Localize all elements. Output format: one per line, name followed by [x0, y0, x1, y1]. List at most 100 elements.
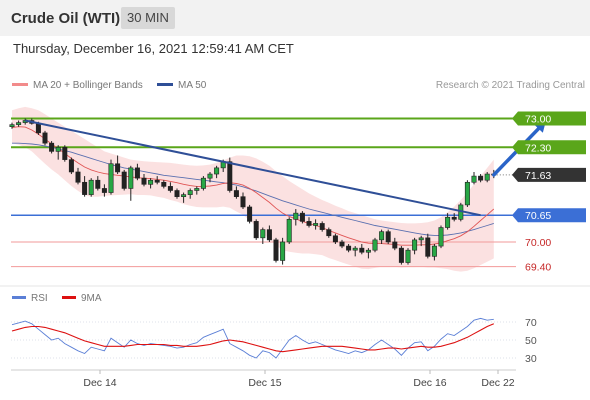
- candle-body: [326, 229, 332, 237]
- price-label-73.00: 73.00: [525, 113, 551, 125]
- candle-body: [332, 235, 338, 243]
- price-label-72.30: 72.30: [525, 142, 551, 154]
- ma50-line: [12, 142, 494, 236]
- price-tag-71.63: [512, 167, 586, 182]
- candle-body: [273, 239, 279, 261]
- candle-body: [9, 124, 15, 127]
- header-bar: Crude Oil (WTI) 30 MIN: [0, 0, 590, 36]
- candle-body: [88, 179, 94, 195]
- candle-body: [200, 177, 206, 189]
- candle-body: [478, 175, 484, 181]
- candle-body: [214, 167, 220, 175]
- ma50-swatch: [157, 82, 173, 86]
- price-label-70.65: 70.65: [525, 210, 551, 222]
- candle-body: [128, 167, 134, 189]
- candle-body: [385, 231, 391, 243]
- candle-body: [121, 171, 127, 189]
- candle-body: [266, 229, 272, 241]
- legend-rsi-ma: 9MA: [62, 293, 102, 304]
- candle-body: [227, 161, 233, 191]
- candle-body: [161, 181, 167, 187]
- candle-body: [286, 219, 292, 243]
- candle-body: [141, 177, 147, 185]
- rsi-ma-line: [11, 323, 495, 353]
- candle-body: [398, 247, 404, 263]
- candle-body: [167, 186, 173, 191]
- candle-body: [62, 146, 68, 160]
- candle-body: [49, 142, 55, 152]
- timeframe-badge[interactable]: 30 MIN: [121, 7, 175, 29]
- rsi-swatch: [12, 295, 26, 299]
- rsi-ma-legend-label: 9MA: [81, 293, 102, 304]
- instrument-title: Crude Oil (WTI): [11, 10, 121, 27]
- price-label-70.00: 70.00: [525, 237, 551, 249]
- candle-body: [35, 123, 41, 134]
- candle-body: [174, 190, 180, 197]
- candle-body: [372, 239, 378, 251]
- candle-body: [484, 173, 490, 181]
- downtrend-line: [24, 119, 481, 217]
- candle-body: [471, 175, 477, 183]
- price-label-69.40: 69.40: [525, 262, 551, 274]
- timestamp: Thursday, December 16, 2021 12:59:41 AM …: [13, 41, 294, 56]
- candle-body: [445, 216, 451, 228]
- candle-body: [75, 171, 81, 183]
- candle-body: [181, 194, 187, 197]
- candle-body: [207, 173, 213, 179]
- candle-body: [95, 179, 101, 189]
- candle-body: [82, 181, 88, 195]
- rsi-tick-70: 70: [525, 317, 537, 329]
- rsi-legend-label: RSI: [31, 293, 48, 304]
- candle-body: [68, 159, 74, 173]
- candle-body: [115, 163, 121, 173]
- candle-body: [154, 179, 160, 183]
- candle-body: [346, 245, 352, 251]
- candlestick-group: [9, 118, 497, 265]
- x-tick-label-2: Dec 16: [413, 377, 446, 389]
- bollinger-band-area: [12, 106, 494, 272]
- candle-body: [451, 216, 457, 220]
- candle-body: [365, 249, 371, 253]
- candle-body: [464, 181, 470, 206]
- ma20-swatch: [12, 82, 28, 86]
- candle-body: [306, 221, 312, 226]
- candle-body: [405, 249, 411, 263]
- candle-body: [412, 239, 418, 251]
- legend-ma50: MA 50: [157, 80, 206, 91]
- candle-body: [352, 247, 358, 251]
- candle-body: [101, 188, 107, 193]
- candle-body: [108, 163, 114, 193]
- candle-body: [438, 227, 444, 247]
- candle-body: [313, 223, 319, 226]
- rsi-line: [11, 317, 494, 359]
- candle-body: [233, 190, 239, 197]
- candle-body: [379, 231, 385, 241]
- candle-body: [392, 241, 398, 249]
- candle-body: [42, 132, 48, 144]
- x-tick-label-0: Dec 14: [83, 377, 116, 389]
- credit-text: Research © 2021 Trading Central: [435, 80, 585, 91]
- candle-body: [418, 237, 424, 241]
- price-tag-73.00: [512, 111, 586, 126]
- candle-body: [16, 122, 22, 125]
- candle-body: [187, 190, 193, 195]
- candle-body: [319, 223, 325, 230]
- rsi-tick-30: 30: [525, 353, 537, 365]
- candle-body: [299, 212, 305, 222]
- candle-body: [260, 229, 266, 239]
- ma20-legend-label: MA 20 + Bollinger Bands: [33, 80, 143, 91]
- candle-body: [425, 237, 431, 257]
- legend-ma20: MA 20 + Bollinger Bands: [12, 80, 143, 91]
- candle-body: [293, 212, 299, 220]
- candle-body: [240, 196, 246, 208]
- price-label-71.63: 71.63: [525, 170, 551, 182]
- candle-body: [359, 247, 365, 253]
- rsi-ma-swatch: [62, 295, 76, 299]
- candle-body: [194, 188, 200, 191]
- candle-body: [55, 146, 61, 152]
- candle-body: [247, 206, 253, 222]
- x-tick-label-3: Dec 22: [481, 377, 514, 389]
- ma50-legend-label: MA 50: [178, 80, 207, 91]
